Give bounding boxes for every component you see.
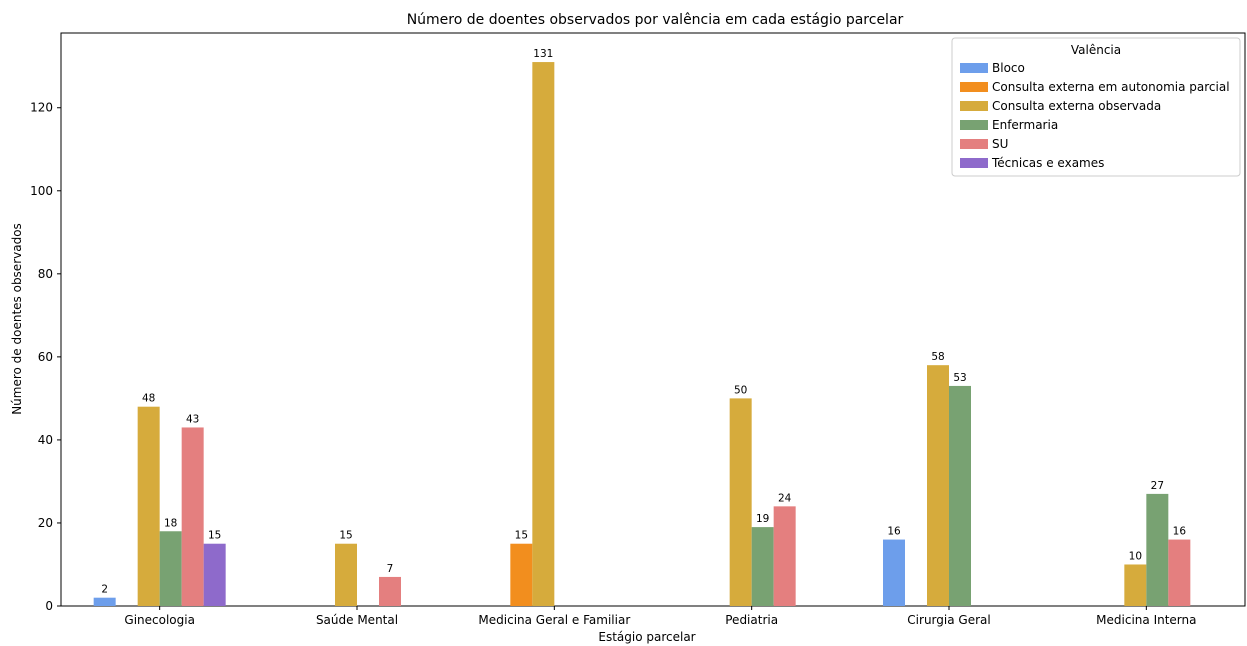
legend-swatch: [960, 158, 988, 168]
y-tick-label: 60: [38, 350, 53, 364]
legend-swatch: [960, 120, 988, 130]
data-label: 15: [208, 530, 221, 542]
x-tick-label: Medicina Interna: [1096, 613, 1196, 627]
bar: [927, 365, 949, 606]
bar: [137, 406, 160, 606]
legend-title: Valência: [1071, 43, 1121, 57]
y-tick-label: 120: [30, 101, 53, 115]
data-label: 43: [186, 413, 199, 425]
y-axis-title: Número de doentes observados: [10, 223, 24, 415]
bar: [751, 527, 774, 606]
data-label: 19: [756, 513, 769, 525]
legend-item-label: Técnicas e exames: [991, 156, 1104, 170]
y-tick-label: 80: [38, 267, 53, 281]
bar: [159, 531, 182, 606]
x-tick-label: Medicina Geral e Familiar: [478, 613, 630, 627]
data-label: 131: [533, 48, 553, 60]
legend-box: [951, 37, 1241, 177]
x-axis-title: Estágio parcelar: [598, 630, 695, 644]
bar: [949, 385, 971, 606]
legend-item-label: Consulta externa observada: [992, 99, 1161, 113]
legend-swatch: [960, 82, 988, 92]
data-label: 58: [931, 351, 944, 363]
bar: [379, 576, 401, 606]
x-tick-label: Ginecologia: [124, 613, 195, 627]
data-label: 53: [953, 372, 966, 384]
data-label: 7: [387, 563, 394, 575]
bar: [1168, 539, 1191, 606]
legend: Valência Bloco Consulta externa em autonom…: [951, 37, 1241, 177]
data-label: 15: [339, 530, 352, 542]
bar: [532, 62, 555, 607]
bar: [773, 506, 796, 606]
y-tick-label: 20: [38, 516, 53, 530]
x-tick-label: Cirurgia Geral: [907, 613, 990, 627]
data-label: 18: [164, 517, 177, 529]
data-label: 2: [101, 584, 108, 596]
legend-item-label: Consulta externa em autonomia parcial: [992, 80, 1230, 94]
x-tick-label: Pediatria: [725, 613, 778, 627]
plot-frame: [60, 32, 1246, 607]
data-label: 24: [778, 492, 792, 504]
data-label: 27: [1151, 480, 1164, 492]
y-tick-label: 0: [45, 599, 53, 613]
x-tick-label: Saúde Mental: [316, 613, 398, 627]
legend-swatch: [960, 63, 988, 73]
legend-item-label: Enfermaria: [992, 118, 1058, 132]
y-tick-label: 100: [30, 184, 53, 198]
y-tick-label: 40: [38, 433, 53, 447]
legend-item-label: Bloco: [992, 61, 1025, 75]
data-label: 16: [887, 526, 901, 538]
bar: [93, 597, 116, 606]
bar: [335, 543, 357, 606]
data-label: 50: [734, 384, 747, 396]
data-label: 15: [515, 530, 528, 542]
legend-swatch: [960, 101, 988, 111]
data-label: 16: [1173, 526, 1187, 538]
bar: [203, 543, 226, 606]
legend-swatch: [960, 139, 988, 149]
data-label: 48: [142, 393, 155, 405]
plot-area: 0 20 40 60 80 100 120 Ginecologia 2 48 18 43 15 Saúde…: [30, 32, 1246, 627]
data-label: 10: [1129, 550, 1142, 562]
bar: [510, 543, 533, 606]
chart-title: Número de doentes observados por valênci…: [407, 12, 904, 28]
bar: [729, 398, 752, 606]
bar: [181, 427, 204, 606]
bar: [883, 539, 905, 606]
bar: [1146, 493, 1169, 606]
legend-item-label: SU: [992, 137, 1008, 151]
bar: [1124, 564, 1147, 606]
